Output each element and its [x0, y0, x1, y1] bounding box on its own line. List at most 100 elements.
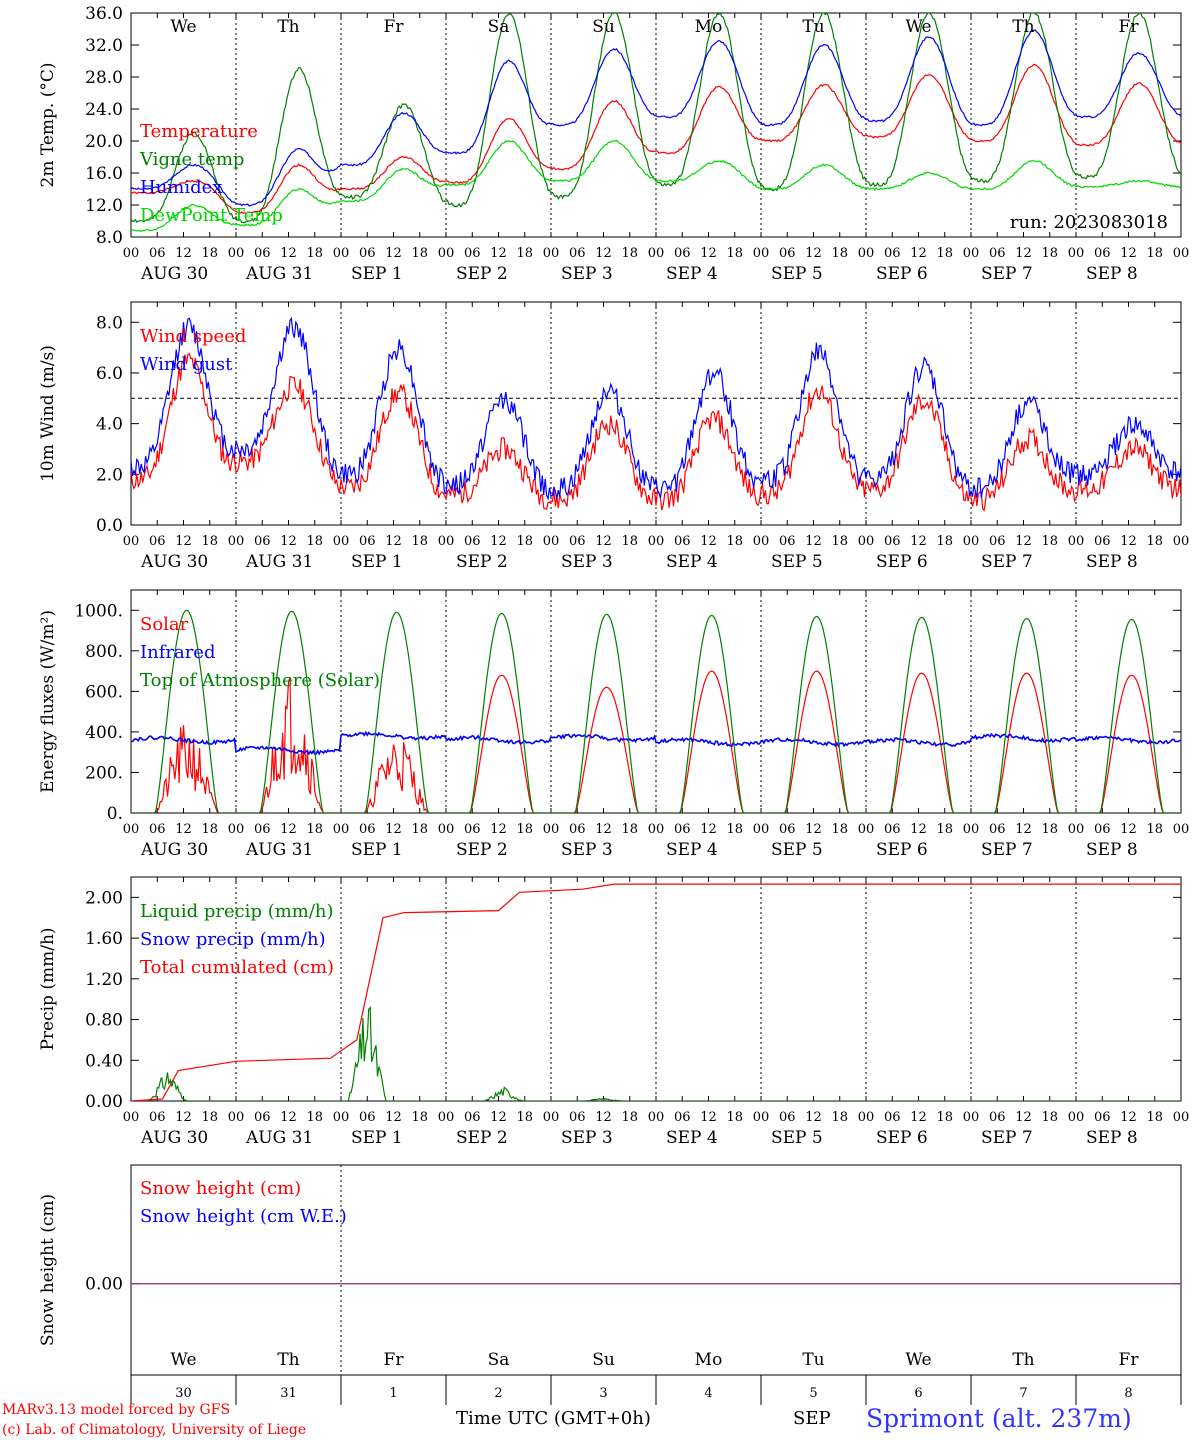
hour-tick-label: 12	[1120, 246, 1137, 261]
date-label: SEP 3	[561, 1128, 613, 1148]
hour-tick-label: 00	[1068, 1110, 1085, 1125]
date-label: SEP 6	[876, 840, 928, 860]
hour-tick-label: 00	[753, 822, 770, 837]
hour-tick-label: 18	[936, 1110, 953, 1125]
hour-tick-label: 12	[1120, 1110, 1137, 1125]
series-group	[131, 883, 1181, 1101]
legend-entry: Snow precip (mm/h)	[140, 929, 326, 950]
panel-0: 00 06 12 18 00 06 12 18 00 06 12 18 00 06 12 18 00 06 12 18…	[38, 4, 1189, 284]
weekday-label-bottom: Fr	[384, 1350, 405, 1370]
hour-tick-label: 12	[385, 534, 402, 549]
hour-tick-label: 00	[858, 534, 875, 549]
hour-tick-label: 18	[726, 1110, 743, 1125]
hour-tick-label: 06	[149, 822, 166, 837]
hour-tick-label: 00	[1173, 246, 1190, 261]
weekday-label-top: Tu	[802, 17, 824, 37]
hour-tick-label: 12	[700, 1110, 717, 1125]
date-label: SEP 7	[981, 552, 1033, 572]
hour-tick-label: 00	[228, 1110, 245, 1125]
y-tick-label: 400.	[85, 723, 123, 743]
series-line-3	[131, 139, 1181, 232]
hour-tick-label: 18	[411, 1110, 428, 1125]
hour-tick-label: 12	[175, 822, 192, 837]
weekday-label-bottom: Tu	[802, 1350, 824, 1370]
y-tick-label: 200.	[85, 763, 123, 783]
series-line-2	[131, 29, 1181, 207]
hour-tick-label: 06	[779, 822, 796, 837]
legend-entry: Wind gust	[140, 354, 233, 375]
hour-tick-label: 12	[595, 1110, 612, 1125]
hour-tick-label: 18	[516, 1110, 533, 1125]
x-axis-title: Time UTC (GMT+0h)	[456, 1408, 651, 1429]
hour-tick-label: 18	[936, 822, 953, 837]
hour-tick-label: 12	[385, 246, 402, 261]
panel-3: 00 06 12 18 00 06 12 18 00 06 12 18 00 06 12 18 00 06 12 18…	[38, 876, 1189, 1148]
hour-tick-label: 06	[779, 246, 796, 261]
weekday-label-top: Su	[592, 17, 615, 37]
hour-tick-label: 06	[674, 246, 691, 261]
hour-tick-label: 00	[333, 1110, 350, 1125]
hour-tick-label: 12	[700, 822, 717, 837]
weekday-label-top: Sa	[488, 17, 510, 37]
hour-tick-label: 12	[385, 822, 402, 837]
hour-tick-label: 12	[280, 1110, 297, 1125]
day-number-label: 8	[1124, 1386, 1132, 1401]
hour-tick-label: 12	[1015, 246, 1032, 261]
hour-tick-label: 00	[753, 1110, 770, 1125]
series-group	[131, 316, 1181, 512]
series-line-1	[131, 316, 1181, 501]
hour-tick-label: 12	[280, 246, 297, 261]
weekday-label-top: Fr	[1119, 17, 1140, 37]
weekday-label-bottom: Su	[592, 1350, 615, 1370]
y-tick-label: 32.0	[85, 36, 123, 56]
legend-entry: Top of Atmosphere (Solar)	[140, 670, 380, 691]
hour-tick-label: 06	[779, 1110, 796, 1125]
hour-tick-label: 12	[595, 822, 612, 837]
hour-tick-label: 18	[1146, 1110, 1163, 1125]
y-tick-label: 4.0	[96, 415, 123, 435]
hour-tick-label: 12	[490, 534, 507, 549]
legend-entry: Infrared	[140, 642, 215, 663]
hour-tick-label: 06	[569, 1110, 586, 1125]
hour-tick-label: 18	[411, 534, 428, 549]
weekday-label-bottom: Th	[1012, 1350, 1034, 1370]
hour-tick-label: 12	[1015, 822, 1032, 837]
series-line-0	[131, 670, 1181, 813]
hour-tick-label: 06	[1094, 534, 1111, 549]
hour-tick-label: 12	[490, 822, 507, 837]
hour-tick-label: 00	[963, 246, 980, 261]
hour-tick-label: 06	[149, 246, 166, 261]
date-label: SEP 2	[456, 840, 508, 860]
y-tick-label: 36.0	[85, 4, 123, 24]
hour-tick-label: 00	[963, 1110, 980, 1125]
hour-tick-label: 18	[306, 822, 323, 837]
y-axis-title: Precip (mm/h)	[38, 927, 58, 1050]
hour-tick-label: 00	[438, 534, 455, 549]
day-number-label: 30	[175, 1386, 192, 1401]
hour-tick-label: 00	[123, 534, 140, 549]
y-tick-label: 6.0	[96, 364, 123, 384]
hour-tick-label: 00	[648, 534, 665, 549]
hour-tick-label: 18	[936, 246, 953, 261]
date-label: AUG 30	[140, 552, 208, 572]
hour-tick-label: 06	[884, 534, 901, 549]
hour-tick-label: 06	[884, 246, 901, 261]
hour-tick-label: 00	[438, 822, 455, 837]
hour-tick-label: 18	[1146, 246, 1163, 261]
hour-tick-label: 18	[306, 246, 323, 261]
hour-tick-label: 12	[595, 246, 612, 261]
weekday-label-bottom: We	[170, 1350, 196, 1370]
y-tick-label: 0.00	[85, 1092, 123, 1112]
weekday-label-bottom: Th	[277, 1350, 299, 1370]
hour-tick-label: 00	[753, 534, 770, 549]
hour-tick-label: 12	[1015, 534, 1032, 549]
hour-tick-label: 00	[1068, 822, 1085, 837]
hour-tick-label: 12	[805, 246, 822, 261]
legend-entry: Total cumulated (cm)	[140, 957, 334, 978]
date-label: AUG 30	[140, 840, 208, 860]
y-tick-label: 12.0	[85, 196, 123, 216]
y-tick-label: 800.	[85, 642, 123, 662]
date-label: SEP 1	[351, 264, 403, 284]
hour-tick-label: 06	[779, 534, 796, 549]
